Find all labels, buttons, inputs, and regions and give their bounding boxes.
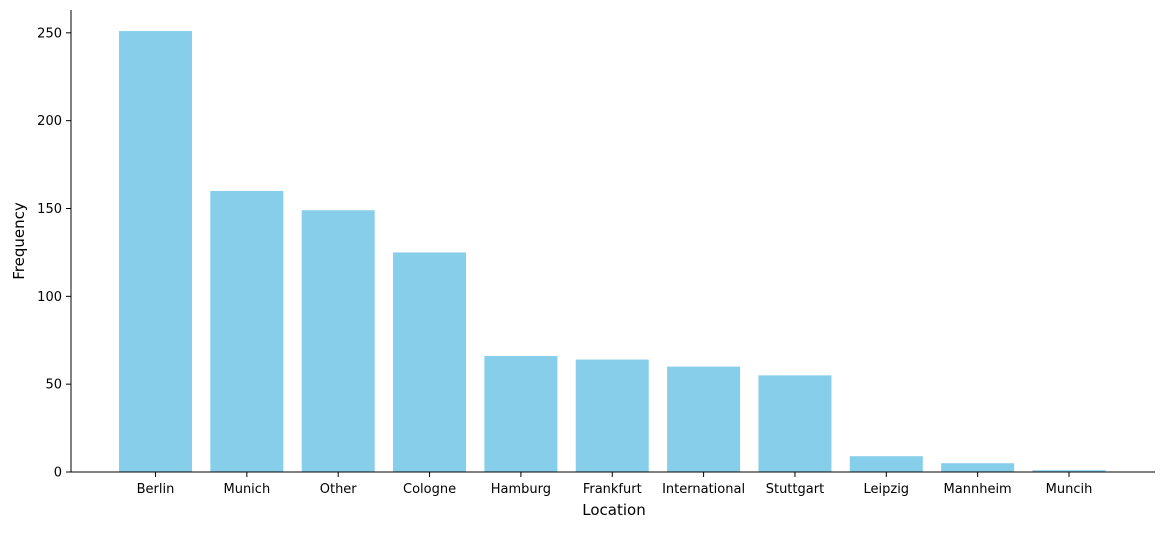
x-tick-label: Cologne xyxy=(403,482,456,497)
x-tick-label: Other xyxy=(320,482,358,497)
y-tick-label: 50 xyxy=(45,378,62,393)
y-tick-label: 100 xyxy=(37,290,62,305)
x-tick-label: Muncih xyxy=(1046,482,1093,497)
x-axis-ticks: Berlin Munich Other Cologne Hamburg Frankfurt… xyxy=(137,472,1093,497)
bar-frankfurt xyxy=(575,359,649,472)
bar-stuttgart xyxy=(758,375,832,472)
bar-muncih xyxy=(1032,470,1106,472)
bar-international xyxy=(667,366,741,472)
x-tick-label: Frankfurt xyxy=(583,482,642,497)
bar-mannheim xyxy=(941,463,1015,472)
x-tick-label: Leipzig xyxy=(864,482,910,497)
bar-cologne xyxy=(393,252,467,472)
y-axis-title: Frequency xyxy=(10,202,28,280)
y-tick-label: 250 xyxy=(37,26,62,41)
x-tick-label: Berlin xyxy=(137,482,175,497)
x-axis-title: Location xyxy=(582,501,645,519)
x-tick-label: Hamburg xyxy=(491,482,551,497)
bar-leipzig xyxy=(849,456,923,472)
y-tick-label: 0 xyxy=(54,466,62,481)
x-tick-label: Munich xyxy=(223,482,270,497)
y-tick-label: 150 xyxy=(37,202,62,217)
x-tick-label: Mannheim xyxy=(944,482,1012,497)
bar-munich xyxy=(210,190,284,472)
bar-other xyxy=(301,210,375,472)
y-tick-label: 200 xyxy=(37,114,62,129)
bars-layer xyxy=(119,31,1106,473)
bar-berlin xyxy=(119,31,192,473)
x-tick-label: Stuttgart xyxy=(766,482,824,497)
bar-hamburg xyxy=(484,356,558,472)
y-axis-ticks: 0 50 100 150 200 250 xyxy=(37,26,71,481)
x-tick-label: International xyxy=(662,482,745,497)
